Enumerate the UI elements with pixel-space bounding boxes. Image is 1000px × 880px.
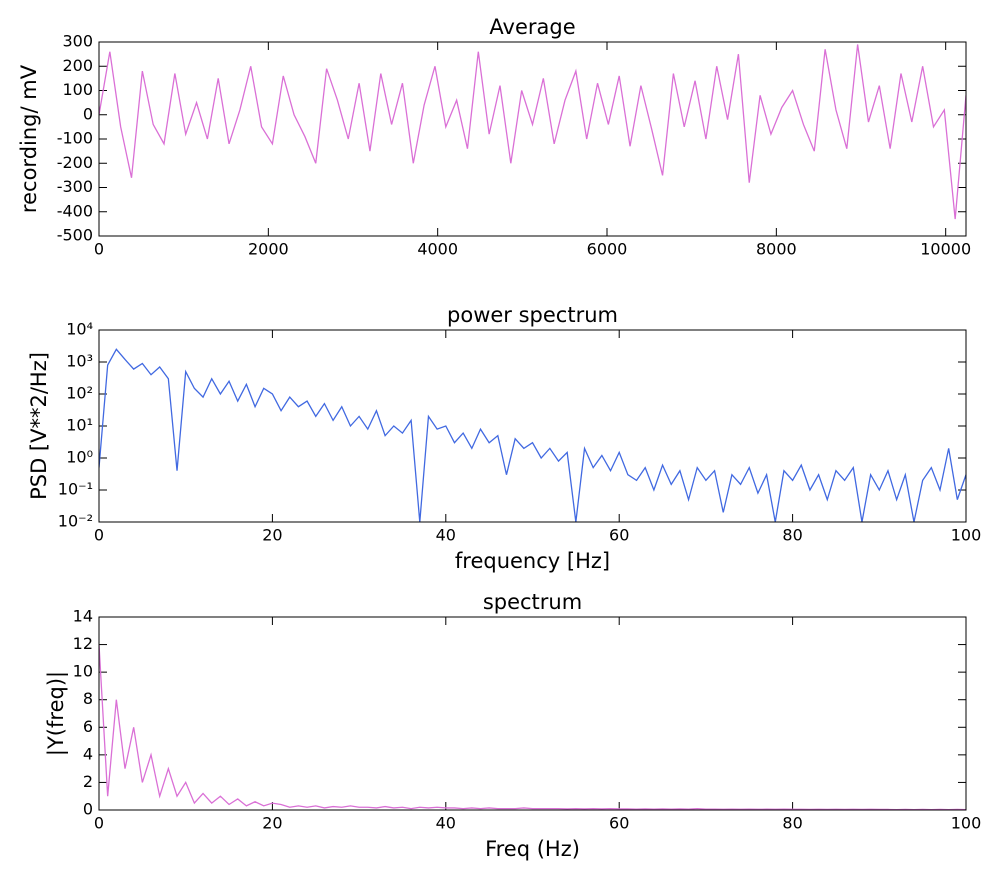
y-tick-label: -300 <box>57 177 93 196</box>
y-tick-label: 10 <box>73 662 93 681</box>
y-tick-label: 10⁴ <box>66 320 93 339</box>
y-tick-label: 0 <box>83 104 93 123</box>
y-tick-label: 0 <box>83 800 93 819</box>
y-tick-label: 10¹ <box>66 416 93 435</box>
x-axis-label: frequency [Hz] <box>455 549 610 573</box>
y-tick-label: 12 <box>73 634 93 653</box>
x-tick-label: 40 <box>436 526 456 545</box>
y-axis-label: PSD [V**2/Hz] <box>27 352 51 500</box>
data-line <box>99 348 966 522</box>
x-tick-label: 20 <box>262 526 282 545</box>
y-tick-label: 2 <box>83 772 93 791</box>
data-line <box>99 644 966 810</box>
x-tick-label: 60 <box>609 814 629 833</box>
y-tick-label: -400 <box>57 201 93 220</box>
x-tick-label: 100 <box>951 814 982 833</box>
y-tick-label: 10⁰ <box>66 448 93 467</box>
data-line <box>99 44 966 220</box>
plot-frame <box>98 329 967 523</box>
x-tick-label: 20 <box>262 814 282 833</box>
x-tick-label: 8000 <box>756 240 797 259</box>
x-axis-label: Freq (Hz) <box>485 837 580 861</box>
x-tick-label: 10000 <box>920 240 971 259</box>
y-tick-label: 6 <box>83 717 93 736</box>
y-tick-label: -100 <box>57 129 93 148</box>
y-tick-label: 14 <box>73 607 93 626</box>
x-tick-label: 0 <box>94 526 104 545</box>
y-tick-label: -500 <box>57 226 93 245</box>
x-tick-label: 80 <box>782 814 802 833</box>
x-tick-label: 40 <box>436 814 456 833</box>
y-tick-label: 100 <box>62 80 93 99</box>
y-tick-label: 300 <box>62 32 93 51</box>
y-axis-label: |Y(freq)| <box>44 671 69 756</box>
y-tick-label: 8 <box>83 689 93 708</box>
x-tick-label: 4000 <box>417 240 458 259</box>
plot-frame <box>98 41 967 237</box>
plot-frame <box>98 616 967 811</box>
y-tick-label: 10² <box>66 384 93 403</box>
y-tick-label: 200 <box>62 56 93 75</box>
chart-title: Average <box>489 15 575 39</box>
chart-title: spectrum <box>483 590 582 614</box>
y-tick-label: -200 <box>57 153 93 172</box>
y-tick-label: 10³ <box>66 352 93 371</box>
chart-title: power spectrum <box>447 303 618 327</box>
x-tick-label: 0 <box>94 240 104 259</box>
x-tick-label: 80 <box>782 526 802 545</box>
y-axis-label: recording/ mV <box>17 64 41 213</box>
y-tick-label: 4 <box>83 744 93 763</box>
x-tick-label: 60 <box>609 526 629 545</box>
x-tick-label: 100 <box>951 526 982 545</box>
x-tick-label: 2000 <box>248 240 289 259</box>
y-tick-label: 10⁻² <box>58 512 93 531</box>
x-tick-label: 0 <box>94 814 104 833</box>
x-tick-label: 6000 <box>587 240 628 259</box>
y-tick-label: 10⁻¹ <box>58 480 93 499</box>
